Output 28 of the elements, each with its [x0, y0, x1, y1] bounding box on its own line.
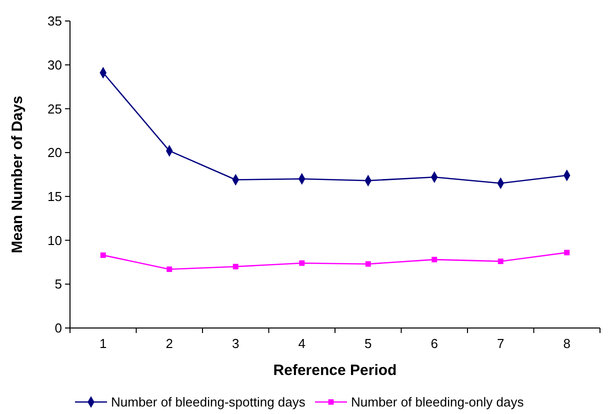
- x-tick-label: 6: [430, 336, 438, 351]
- legend-label: Number of bleeding-spotting days: [111, 394, 306, 410]
- y-tick-label: 30: [48, 57, 62, 72]
- point: [299, 260, 305, 266]
- legend-label: Number of bleeding-only days: [351, 394, 524, 410]
- point: [432, 256, 438, 262]
- y-tick-label: 35: [48, 14, 62, 29]
- y-tick-label: 0: [54, 320, 62, 336]
- x-tick-label: 1: [100, 336, 107, 351]
- x-axis-title: Reference Period: [273, 362, 397, 379]
- x-tick-label: 4: [298, 336, 306, 351]
- x-tick-label: 5: [364, 336, 372, 351]
- point: [166, 266, 172, 272]
- x-tick-label: 8: [563, 336, 570, 351]
- point: [498, 258, 504, 264]
- point: [232, 264, 238, 270]
- y-tick-label: 20: [48, 145, 62, 160]
- y-tick-label: 10: [48, 232, 62, 248]
- y-tick-label: 15: [48, 188, 62, 204]
- y-axis-title: Mean Number of Days: [9, 96, 26, 254]
- point: [100, 252, 106, 258]
- point: [564, 250, 570, 256]
- y-tick-label: 25: [48, 101, 62, 116]
- y-tick-label: 5: [54, 276, 62, 292]
- point: [365, 261, 371, 267]
- x-tick-label: 2: [166, 336, 173, 351]
- x-tick-label: 3: [232, 336, 240, 351]
- x-tick-label: 7: [497, 336, 504, 351]
